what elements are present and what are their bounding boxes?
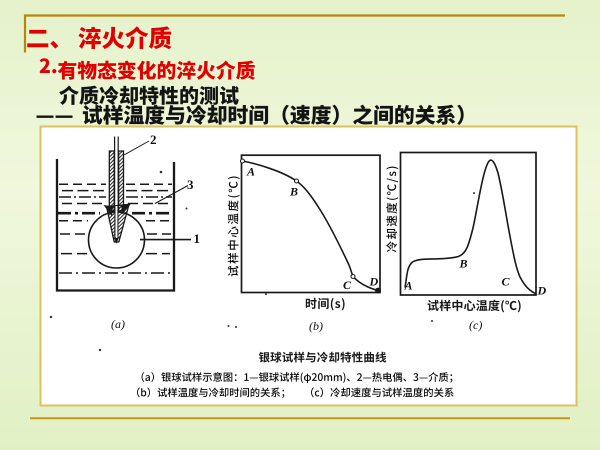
svg-text:(b): (b) [309, 319, 323, 333]
svg-text:A: A [404, 279, 413, 293]
svg-text:(c): (c) [469, 318, 482, 332]
svg-text:A: A [246, 165, 255, 179]
svg-text:2: 2 [150, 132, 157, 147]
svg-text:1: 1 [194, 231, 201, 246]
svg-text:D: D [537, 284, 547, 298]
svg-text:B: B [289, 185, 298, 199]
svg-text:C: C [343, 278, 352, 292]
svg-text:D: D [369, 275, 379, 289]
svg-text:3: 3 [187, 177, 194, 192]
svg-text:(a): (a) [111, 317, 125, 331]
svg-text:C: C [502, 275, 511, 289]
svg-text:B: B [459, 257, 468, 271]
